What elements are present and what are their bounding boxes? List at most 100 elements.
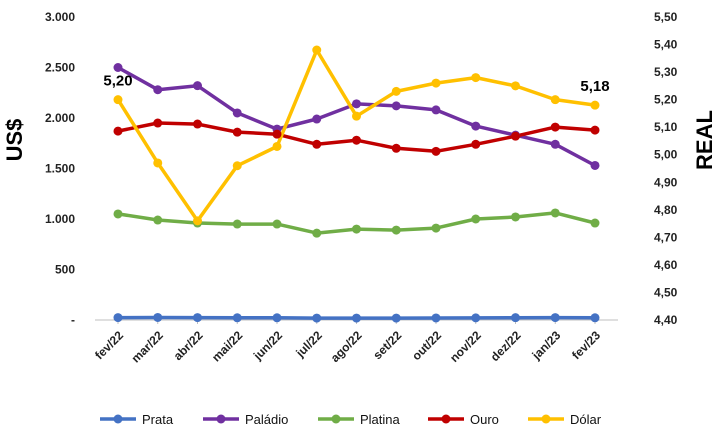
- data-point: [153, 118, 163, 128]
- data-point: [590, 160, 600, 170]
- data-point: [193, 216, 202, 226]
- data-point: [113, 126, 123, 136]
- x-tick-label: fev/23: [569, 328, 603, 362]
- data-point: [153, 312, 163, 322]
- x-tick-label: mai/22: [209, 328, 246, 365]
- data-point: [431, 105, 441, 115]
- data-point: [471, 121, 481, 131]
- data-point: [113, 95, 123, 105]
- legend-swatch-marker: [113, 414, 123, 424]
- data-point: [352, 313, 361, 323]
- data-point: [113, 209, 123, 219]
- x-tick-label: fev/22: [92, 328, 126, 362]
- data-point: [511, 313, 520, 323]
- legend-label: Dólar: [570, 412, 602, 427]
- x-tick-label: abr/22: [171, 328, 206, 363]
- data-point: [232, 161, 242, 171]
- legend-swatch-marker: [216, 414, 226, 424]
- data-point: [471, 73, 481, 83]
- x-tick-label: mar/22: [129, 328, 166, 365]
- data-labels: 5,20 5,18: [103, 73, 609, 96]
- right-tick-label: 4,40: [654, 313, 678, 327]
- data-point: [590, 218, 600, 228]
- data-point: [312, 114, 322, 124]
- left-tick-label: 1.500: [45, 162, 75, 176]
- series-lines: [116, 48, 597, 320]
- data-point: [471, 139, 481, 149]
- data-point: [391, 143, 401, 153]
- right-tick-label: 5,50: [654, 10, 678, 24]
- data-point: [312, 139, 322, 149]
- data-point: [312, 313, 322, 323]
- left-axis-title: US$: [2, 119, 27, 162]
- data-point: [352, 224, 361, 234]
- left-tick-label: 3.000: [45, 10, 75, 24]
- data-point: [352, 111, 361, 121]
- left-tick-label: 2.500: [45, 61, 75, 75]
- data-point: [391, 313, 401, 323]
- data-point: [431, 78, 441, 88]
- data-point: [312, 228, 322, 238]
- data-point: [232, 127, 242, 137]
- data-point: [590, 100, 600, 110]
- x-tick-label: out/22: [409, 328, 444, 363]
- data-point: [431, 223, 441, 233]
- right-tick-label: 4,80: [654, 203, 678, 217]
- data-point: [471, 214, 481, 224]
- data-point: [232, 313, 242, 323]
- legend-label: Ouro: [470, 412, 499, 427]
- data-point: [272, 129, 282, 139]
- x-tick-label: ago/22: [328, 328, 365, 365]
- x-tick-label: set/22: [370, 328, 404, 362]
- data-point: [431, 313, 441, 323]
- x-tick-label: dez/22: [488, 328, 524, 364]
- legend-swatch-marker: [541, 414, 551, 424]
- data-point: [391, 86, 401, 96]
- data-point: [153, 215, 163, 225]
- data-point: [590, 313, 600, 323]
- data-point: [113, 313, 123, 323]
- right-tick-label: 4,70: [654, 230, 678, 244]
- right-tick-label: 4,90: [654, 175, 678, 189]
- data-point: [272, 141, 282, 151]
- data-point: [550, 208, 560, 218]
- data-point: [352, 135, 361, 145]
- right-axis-ticks: 4,40 4,50 4,60 4,70 4,80 4,90 5,00 5,10 5,20 5,30…: [654, 10, 678, 327]
- right-tick-label: 4,50: [654, 285, 678, 299]
- data-point: [193, 119, 202, 129]
- data-point: [352, 99, 361, 109]
- left-tick-label: 500: [55, 263, 75, 277]
- data-point: [511, 131, 520, 141]
- left-axis-ticks: - 500 1.000 1.500 2.000 2.500 3.000: [45, 10, 75, 327]
- left-tick-label: 2.000: [45, 111, 75, 125]
- data-point: [113, 63, 123, 72]
- legend: Prata Paládio Platina Ouro Dólar: [100, 412, 602, 427]
- data-point: [232, 108, 242, 118]
- data-point: [193, 313, 202, 323]
- right-axis-title: REAL: [692, 110, 717, 170]
- left-tick-label: -: [71, 313, 75, 327]
- legend-swatch-marker: [331, 414, 341, 424]
- data-point: [550, 122, 560, 132]
- x-axis-ticks: fev/22 mar/22 abr/22 mai/22 jun/22 jul/22 ago/…: [92, 320, 603, 365]
- series-markers: [113, 45, 600, 323]
- right-tick-label: 5,20: [654, 93, 678, 107]
- data-point: [511, 81, 520, 91]
- right-tick-label: 4,60: [654, 258, 678, 272]
- data-point: [153, 158, 163, 168]
- data-point: [272, 219, 282, 229]
- left-tick-label: 1.000: [45, 212, 75, 226]
- legend-label: Paládio: [245, 412, 288, 427]
- data-label: 5,18: [580, 78, 609, 95]
- data-point: [312, 45, 322, 55]
- legend-label: Prata: [142, 412, 174, 427]
- data-point: [391, 225, 401, 235]
- right-tick-label: 5,00: [654, 148, 678, 162]
- data-point: [272, 313, 282, 323]
- data-point: [550, 95, 560, 105]
- x-tick-label: nov/22: [447, 328, 484, 365]
- data-point: [471, 313, 481, 323]
- right-tick-label: 5,40: [654, 38, 678, 52]
- legend-label: Platina: [360, 412, 401, 427]
